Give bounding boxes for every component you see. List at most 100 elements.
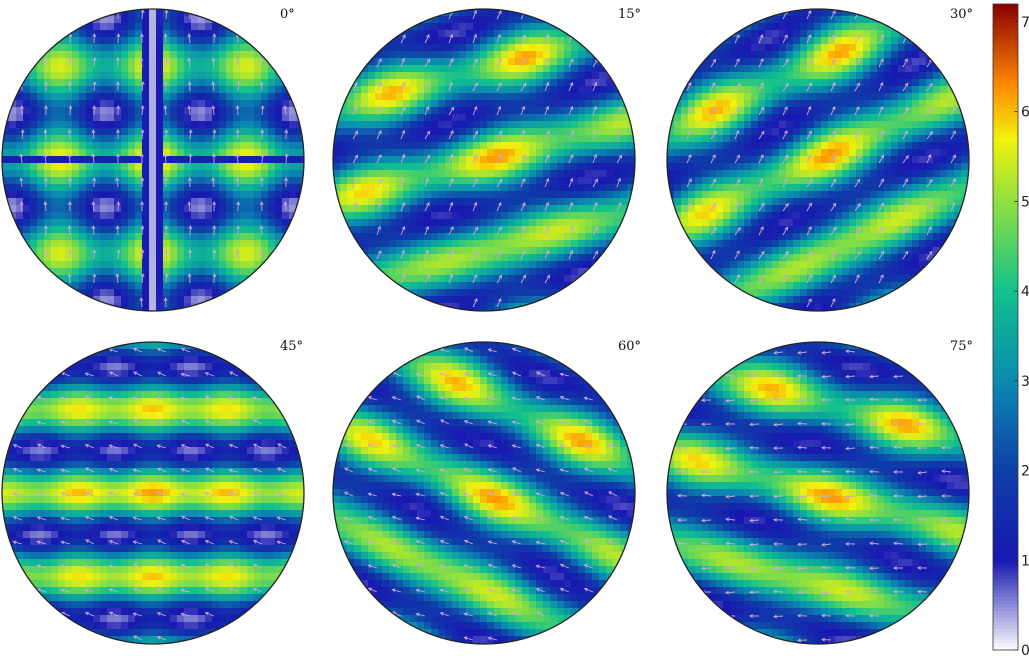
heatmap-cell [529,261,537,269]
heatmap-cell [254,191,262,199]
heatmap-cell [926,198,934,206]
heatmap-cell [480,156,488,164]
heatmap-cell [44,128,52,136]
heatmap-cell [121,23,129,31]
heatmap-cell [522,72,530,80]
heatmap-cell [674,163,682,171]
heatmap-cell [779,205,787,213]
heatmap-cell [730,247,738,255]
heatmap-cell [44,156,52,164]
heatmap-cell [898,247,906,255]
heatmap-cell [142,289,150,297]
heatmap-cell [870,128,878,136]
heatmap-cell [361,107,369,115]
heatmap-cell [163,268,171,276]
heatmap-cell [275,205,283,213]
heatmap-cell [571,142,579,150]
arrow-head [450,250,454,255]
heatmap-cell [333,156,341,164]
heatmap-cell [571,163,579,171]
heatmap-cell [156,205,164,213]
heatmap-cell [128,268,136,276]
heatmap-cell [431,170,439,178]
heatmap-cell [919,121,927,129]
heatmap-cell [93,240,101,248]
heatmap-cell [212,240,220,248]
heatmap-cell [828,191,836,199]
arrow-shaft [44,201,47,212]
heatmap-cell [849,65,857,73]
heatmap-cell [79,58,87,66]
heatmap-cell [114,170,122,178]
heatmap-cell [926,93,934,101]
arrow-head [163,33,168,38]
heatmap-cell [870,184,878,192]
heatmap-cell [599,177,607,185]
arrow-shaft [592,178,598,188]
heatmap-cell [835,149,843,157]
arrow-shaft [520,226,525,236]
heatmap-cell [688,135,696,143]
heatmap-cell [737,226,745,234]
heatmap-cell [744,198,752,206]
heatmap-cell [578,121,586,129]
arrow-shaft [616,202,622,212]
heatmap-cell [79,79,87,87]
heatmap-cell [870,170,878,178]
heatmap-cell [578,177,586,185]
heatmap-cell [606,100,614,108]
heatmap-cell [403,79,411,87]
heatmap-cell [807,219,815,227]
heatmap-cell [863,65,871,73]
heatmap-cell [417,114,425,122]
heatmap-cell [515,184,523,192]
arrow-head [19,105,24,110]
heatmap-cell [557,30,565,38]
heatmap-cell [557,156,565,164]
heatmap-cell [557,233,565,241]
heatmap-cell [529,296,537,304]
arrow-head [569,81,574,86]
heatmap-cell [382,93,390,101]
heatmap-cell [233,163,241,171]
heatmap-cell [121,198,129,206]
heatmap-cell [737,44,745,52]
heatmap-cell [814,51,822,59]
heatmap-cell [114,23,122,31]
heatmap-cell [51,261,59,269]
heatmap-cell [529,191,537,199]
arrow-head [211,105,216,110]
heatmap-cell [737,58,745,66]
arrow-head [19,177,24,182]
heatmap-cell [487,93,495,101]
heatmap-cell [550,156,558,164]
heatmap-cell [494,128,502,136]
heatmap-cell [905,149,913,157]
heatmap-cell [702,233,710,241]
heatmap-cell [779,198,787,206]
heatmap-cell [494,156,502,164]
arrow-head [20,129,25,134]
heatmap-cell [835,37,843,45]
arrow-head [497,105,502,110]
heatmap-cell [730,107,738,115]
heatmap-cell [156,268,164,276]
heatmap-cell [431,16,439,24]
heatmap-cell [107,93,115,101]
heatmap-cell [585,212,593,220]
heatmap-cell [212,135,220,143]
heatmap-cell [163,72,171,80]
heatmap-cell [529,289,537,297]
heatmap-cell [452,142,460,150]
arrow-shaft [472,131,478,140]
heatmap-cell [613,163,621,171]
heatmap-cell [571,121,579,129]
heatmap-cell [296,170,304,178]
heatmap-cell [296,177,304,185]
heatmap-cell [72,198,80,206]
heatmap-cell [184,282,192,290]
heatmap-cell [627,163,635,171]
heatmap-cell [947,121,955,129]
arrow-head [497,297,502,303]
heatmap-cell [772,254,780,262]
